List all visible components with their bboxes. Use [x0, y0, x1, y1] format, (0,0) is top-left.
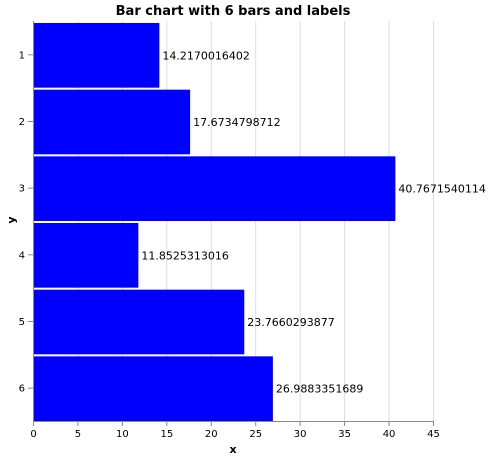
y-tick-label: 2 [19, 117, 25, 128]
bar [33, 89, 191, 155]
y-tick-label: 6 [19, 384, 25, 395]
bar-value-label: 11.8525313016 [141, 249, 228, 262]
y-tick-label: 5 [19, 317, 25, 328]
bar-value-label: 26.9883351689 [276, 383, 363, 396]
x-tick-label: 40 [383, 429, 396, 440]
y-tick-label: 4 [19, 250, 25, 261]
bar-value-label: 14.2170016402 [162, 49, 249, 62]
bar-value-label: 17.6734798712 [193, 116, 280, 129]
x-tick-label: 45 [427, 429, 440, 440]
x-axis-title: x [229, 443, 236, 456]
x-tick-label: 10 [116, 429, 129, 440]
data-labels: 14.2170016402 17.6734798712 40.7671540114 1… [141, 49, 486, 395]
y-tick-label: 3 [19, 184, 25, 195]
chart-title: Bar chart with 6 bars and labels [116, 4, 351, 19]
x-tick-label: 30 [294, 429, 307, 440]
x-tick-label: 25 [249, 429, 262, 440]
bar [33, 156, 396, 221]
x-tick-label: 20 [205, 429, 218, 440]
y-axis: 1 2 3 4 5 6 [19, 21, 34, 421]
x-tick-label: 5 [75, 429, 81, 440]
x-tick-label: 35 [338, 429, 351, 440]
bar [33, 223, 139, 288]
bar [33, 289, 245, 355]
bar [33, 356, 273, 421]
bar [33, 23, 160, 88]
y-tick-label: 1 [19, 50, 25, 61]
bars [33, 23, 396, 421]
bar-value-label: 40.7671540114 [398, 183, 485, 196]
x-tick-label: 15 [160, 429, 173, 440]
x-tick-label: 0 [30, 429, 36, 440]
y-axis-title: y [5, 216, 18, 223]
bar-value-label: 23.7660293877 [247, 316, 334, 329]
x-axis: 0 5 10 15 20 25 30 35 40 45 [30, 421, 440, 440]
